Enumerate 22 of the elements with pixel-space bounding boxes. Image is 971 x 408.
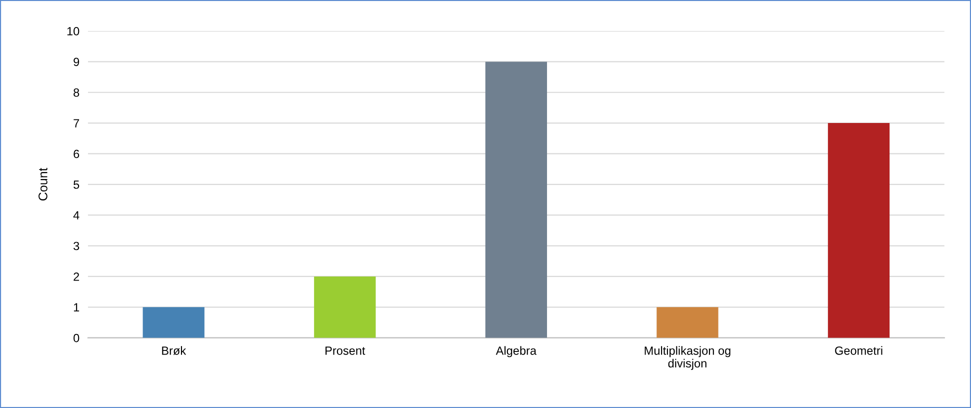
x-tick-label: Algebra [496,346,537,358]
y-tick-label: 7 [74,119,80,128]
x-tick-label: Geometri [835,346,882,355]
bar [656,307,718,338]
x-tick-label: Multiplikasjon og divisjon [644,346,730,370]
y-tick-label: 2 [74,272,80,281]
x-tick-label: Brøk [162,346,186,355]
y-tick-label: 10 [67,27,80,36]
bar [485,62,548,338]
y-tick-label: 9 [74,58,80,66]
y-tick-label: 4 [73,211,80,220]
x-tick-label: Prosent [326,346,366,355]
y-tick-label: 3 [74,242,80,250]
y-tick-label: 6 [74,150,80,158]
bar [828,123,890,338]
bar [142,307,204,338]
y-tick-label: 0 [74,334,80,342]
y-tick-label: 8 [74,88,80,97]
bar [314,276,376,338]
y-tick-label: 1 [74,303,80,312]
y-axis-title: Count [38,168,48,200]
y-tick-label: 5 [74,180,80,189]
